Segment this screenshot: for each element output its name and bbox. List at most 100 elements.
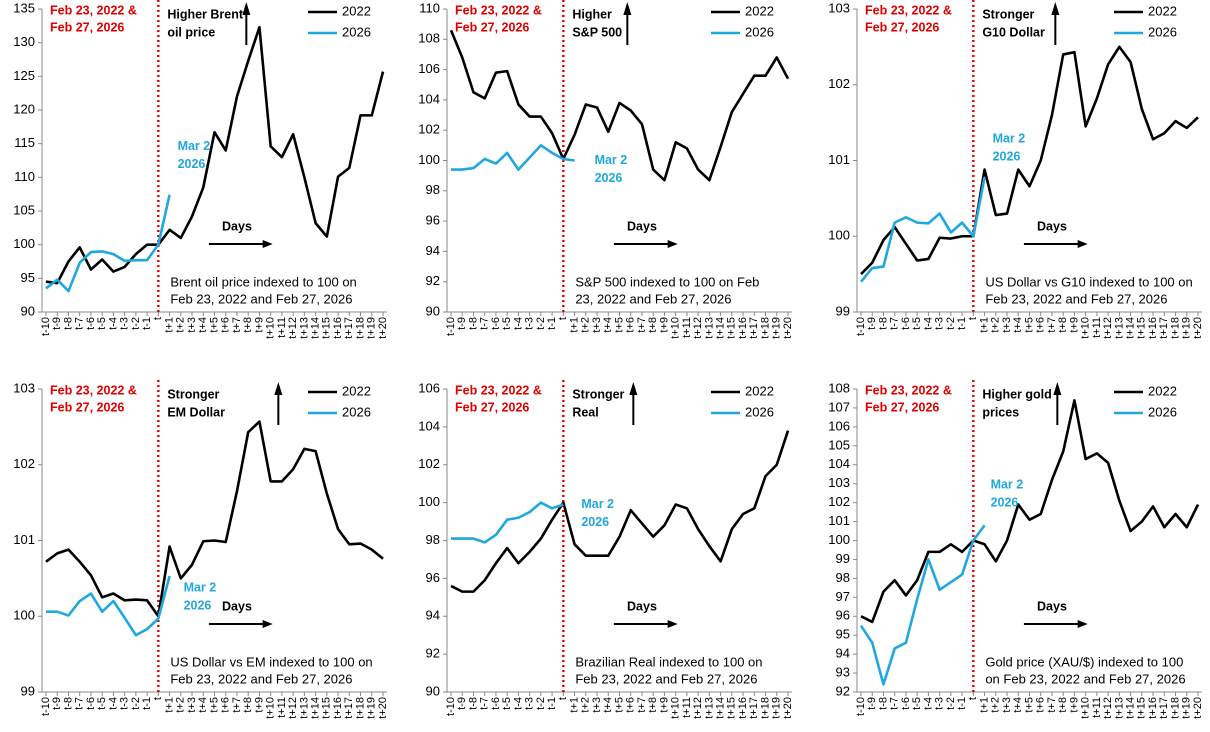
series-line xyxy=(451,501,564,544)
x-tick-label: t+13 xyxy=(1113,697,1125,719)
x-tick-label: t-6 xyxy=(490,697,502,710)
event-label: Feb 27, 2026 xyxy=(865,20,939,34)
event-label: Feb 27, 2026 xyxy=(50,400,124,414)
x-tick-label: t+11 xyxy=(681,317,693,338)
x-tick-label: t+3 xyxy=(591,317,603,333)
x-tick-label: t-8 xyxy=(62,317,74,330)
x-tick-label: t+12 xyxy=(1102,697,1114,719)
event-label: Feb 23, 2022 & xyxy=(50,383,137,397)
x-tick-label: t+7 xyxy=(231,317,243,333)
y-tick-label: 120 xyxy=(13,101,35,116)
x-tick-label: t+16 xyxy=(332,317,344,339)
x-tick-label: t+3 xyxy=(186,697,198,713)
x-tick-label: t-10 xyxy=(855,317,867,336)
y-tick-label: 102 xyxy=(418,122,440,137)
x-tick-label: t+14 xyxy=(1125,317,1137,339)
x-tick-label: t-7 xyxy=(889,317,901,330)
x-tick-label: t-9 xyxy=(51,697,63,710)
y-tick-label: 104 xyxy=(828,456,850,471)
x-tick-label: t-4 xyxy=(922,317,934,330)
x-tick-label: t-1 xyxy=(956,317,968,330)
x-tick-label: t+1 xyxy=(568,697,580,713)
end-label: Mar 2 xyxy=(178,139,211,153)
x-tick-label: t-3 xyxy=(934,697,946,710)
y-tick-label: 92 xyxy=(426,646,440,661)
x-tick-label: t-4 xyxy=(107,697,119,710)
x-tick-label: t+9 xyxy=(253,697,265,713)
x-tick-label: t-7 xyxy=(74,697,86,710)
y-tick-label: 101 xyxy=(828,513,850,528)
series-line xyxy=(45,25,385,285)
x-tick-label: t-3 xyxy=(524,697,536,710)
x-tick-label: t+17 xyxy=(1158,697,1170,719)
end-label: 2026 xyxy=(184,598,212,612)
y-tick-label: 110 xyxy=(14,169,35,184)
direction-label: Stronger xyxy=(572,387,624,401)
series-line xyxy=(859,524,986,686)
event-label: Feb 27, 2026 xyxy=(50,20,124,34)
y-tick-label: 100 xyxy=(13,608,35,623)
x-tick-label: t+8 xyxy=(647,697,659,713)
x-tick-label: t+9 xyxy=(253,317,265,333)
x-tick-label: t+6 xyxy=(625,317,637,333)
x-tick-label: t+1 xyxy=(163,697,175,713)
note: Gold price (XAU/$) indexed to 100 xyxy=(985,654,1183,669)
x-tick-label: t+16 xyxy=(1147,317,1159,339)
y-tick-label: 90 xyxy=(426,303,440,318)
x-tick-label: t-2 xyxy=(535,697,547,710)
x-tick-label: t-5 xyxy=(96,697,108,710)
x-tick-label: t+9 xyxy=(1068,697,1080,713)
x-tick-label: t+19 xyxy=(366,697,378,719)
days-label: Days xyxy=(1037,219,1067,233)
x-tick-label: t+10 xyxy=(670,697,682,719)
x-tick-label: t-4 xyxy=(107,317,119,330)
x-tick-label: t+18 xyxy=(759,697,771,719)
y-tick-label: 106 xyxy=(828,418,850,433)
x-tick-label: t+18 xyxy=(354,697,366,719)
x-tick-label: t+18 xyxy=(1169,697,1181,719)
x-tick-label: t+2 xyxy=(580,697,592,713)
x-tick-label: t+15 xyxy=(726,317,738,339)
y-tick-label: 100 xyxy=(828,228,850,243)
x-tick-label: t+17 xyxy=(343,317,355,339)
x-tick-label: t-1 xyxy=(546,697,558,710)
x-tick-label: t-3 xyxy=(119,697,131,710)
x-tick-label: t+5 xyxy=(208,697,220,713)
x-tick-label: t-6 xyxy=(85,697,97,710)
y-tick-label: 105 xyxy=(828,437,850,452)
x-tick-label: t+17 xyxy=(343,697,355,719)
x-tick-label: t-9 xyxy=(866,697,878,710)
x-tick-label: t+6 xyxy=(220,697,232,713)
days-label: Days xyxy=(627,219,657,233)
direction-label: Higher Brent xyxy=(167,7,244,21)
direction-label: EM Dollar xyxy=(167,405,225,419)
x-tick-label: t-4 xyxy=(512,317,524,330)
x-tick-label: t-10 xyxy=(445,697,457,716)
x-tick-label: t-2 xyxy=(130,317,142,330)
x-tick-label: t+3 xyxy=(1001,697,1013,713)
x-tick-label: t-7 xyxy=(479,697,491,710)
y-tick-label: 110 xyxy=(419,0,440,15)
event-label: Feb 27, 2026 xyxy=(455,400,529,414)
note: US Dollar vs EM indexed to 100 on xyxy=(170,654,372,669)
x-tick-label: t+11 xyxy=(1091,697,1103,718)
y-tick-label: 98 xyxy=(836,570,850,585)
y-tick-label: 101 xyxy=(13,532,35,547)
x-tick-label: t+8 xyxy=(647,317,659,333)
legend-label: 2026 xyxy=(342,24,371,39)
direction-arrow-head xyxy=(629,382,638,395)
y-tick-label: 90 xyxy=(426,683,440,698)
x-tick-label: t-8 xyxy=(467,317,479,330)
series-line xyxy=(860,45,1199,276)
x-tick-label: t+4 xyxy=(197,317,209,333)
days-label: Days xyxy=(1037,599,1067,613)
x-tick-label: t+1 xyxy=(978,317,990,333)
x-tick-label: t-5 xyxy=(911,697,923,710)
x-tick-label: t+16 xyxy=(737,697,749,719)
x-tick-label: t+15 xyxy=(321,317,333,339)
x-tick-label: t+19 xyxy=(771,697,783,719)
legend-label: 2022 xyxy=(1148,383,1177,398)
x-tick-label: t-9 xyxy=(456,317,468,330)
x-tick-label: t+6 xyxy=(220,317,232,333)
x-tick-label: t+10 xyxy=(265,317,277,339)
